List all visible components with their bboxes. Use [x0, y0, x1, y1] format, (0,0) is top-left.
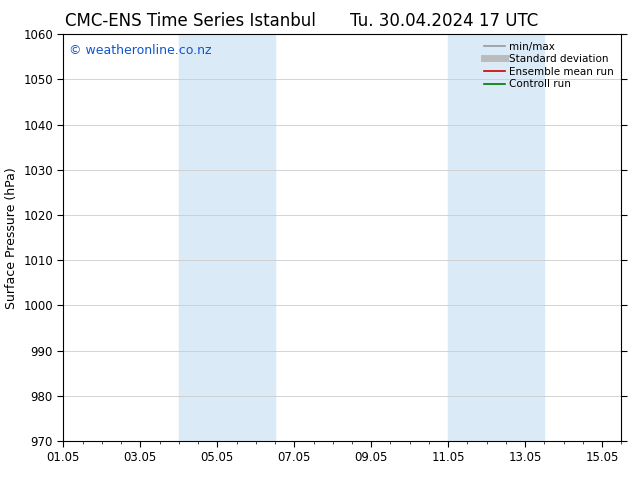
Legend: min/max, Standard deviation, Ensemble mean run, Controll run: min/max, Standard deviation, Ensemble me…	[482, 40, 616, 92]
Text: © weatheronline.co.nz: © weatheronline.co.nz	[69, 45, 212, 57]
Bar	[179, 34, 275, 441]
Bar	[448, 34, 545, 441]
Text: CMC-ENS Time Series Istanbul: CMC-ENS Time Series Istanbul	[65, 12, 316, 30]
Y-axis label: Surface Pressure (hPa): Surface Pressure (hPa)	[4, 167, 18, 309]
Text: Tu. 30.04.2024 17 UTC: Tu. 30.04.2024 17 UTC	[350, 12, 538, 30]
